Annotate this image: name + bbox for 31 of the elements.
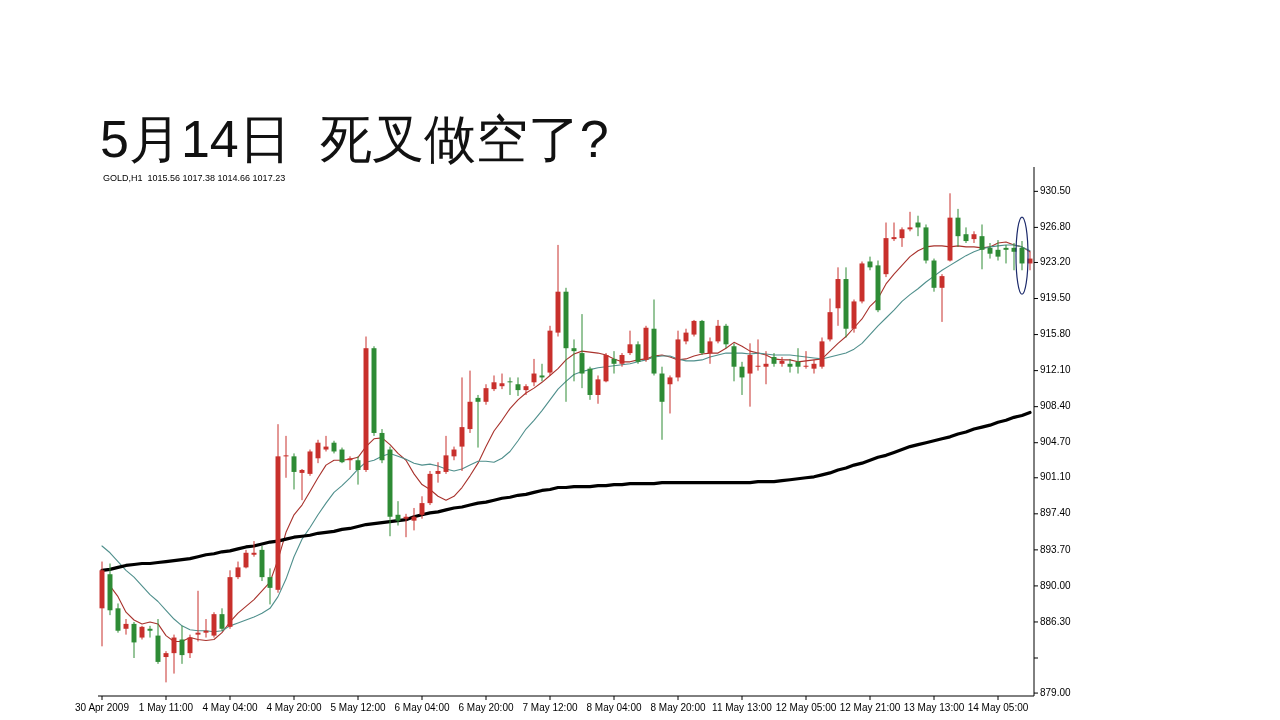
y-tick-label: 930.50 — [1040, 185, 1072, 196]
x-tick-label: 4 May 20:00 — [266, 702, 322, 713]
y-tick-label: 915.80 — [1040, 328, 1072, 340]
x-tick-label: 7 May 12:00 — [522, 702, 578, 713]
x-tick-label: 8 May 20:00 — [650, 702, 706, 713]
x-tick-label: 8 May 04:00 — [586, 702, 642, 713]
annotation: GOLD,H1 1015.56 1017.38 1014.66 1017.23 — [103, 173, 286, 183]
x-tick-label: 1 May 11:00 — [138, 702, 194, 713]
y-tick-label: 926.80 — [1040, 221, 1072, 233]
x-tick-label: 11 May 13:00 — [712, 702, 773, 713]
y-tick-label: 908.40 — [1040, 400, 1072, 412]
y-tick-label: 904.70 — [1040, 436, 1072, 448]
y-tick-label: 919.50 — [1040, 292, 1072, 304]
x-tick-label: 12 May 05:00 — [775, 702, 837, 713]
y-tick-label: 879.00 — [1040, 686, 1072, 698]
x-tick-label: 30 Apr 2009 — [75, 702, 130, 713]
x-tick-label: 13 May 13:00 — [903, 702, 965, 713]
x-tick-label: 6 May 20:00 — [458, 702, 514, 713]
x-tick-label: 5 May 12:00 — [330, 702, 386, 713]
y-tick-label: 897.40 — [1040, 507, 1072, 519]
y-tick-label: 890.00 — [1040, 579, 1072, 591]
y-tick-label: 901.10 — [1040, 471, 1072, 483]
y-tick-label: 912.10 — [1040, 364, 1072, 376]
x-tick-label: 12 May 21:00 — [839, 702, 901, 713]
x-tick-label: 4 May 04:00 — [202, 702, 258, 713]
x-tick-label: 6 May 04:00 — [394, 702, 450, 713]
chart-title: 5月14日 死叉做空了? — [100, 110, 609, 168]
y-tick-label: 886.30 — [1040, 615, 1072, 627]
y-tick-label: 923.20 — [1040, 256, 1072, 268]
x-tick-label: 14 May 05:00 — [967, 702, 1029, 713]
y-tick-label: 893.70 — [1040, 543, 1072, 555]
